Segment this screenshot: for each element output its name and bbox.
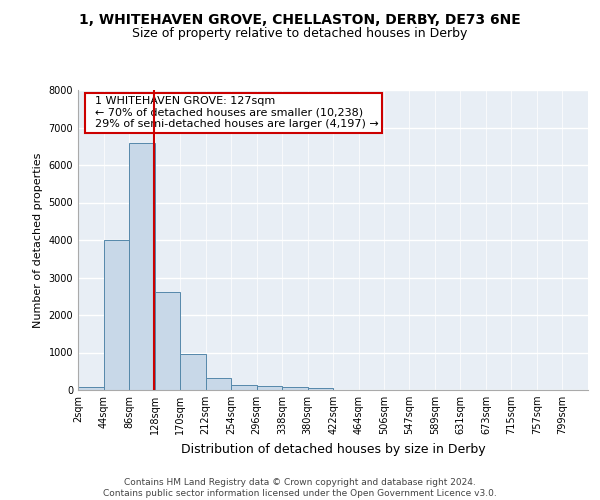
Bar: [206, 378, 231, 390]
Bar: [129, 142, 155, 390]
Text: 1 WHITEHAVEN GROVE: 127sqm
  ← 70% of detached houses are smaller (10,238)
  29%: 1 WHITEHAVEN GROVE: 127sqm ← 70% of deta…: [88, 96, 379, 129]
Text: Distribution of detached houses by size in Derby: Distribution of detached houses by size …: [181, 442, 485, 456]
Y-axis label: Number of detached properties: Number of detached properties: [33, 152, 43, 328]
Bar: [308, 388, 334, 390]
Text: Contains HM Land Registry data © Crown copyright and database right 2024.
Contai: Contains HM Land Registry data © Crown c…: [103, 478, 497, 498]
Bar: [231, 384, 257, 390]
Bar: [180, 354, 206, 390]
Bar: [155, 292, 180, 390]
Bar: [257, 386, 282, 390]
Bar: [282, 387, 308, 390]
Bar: [104, 240, 129, 390]
Text: 1, WHITEHAVEN GROVE, CHELLASTON, DERBY, DE73 6NE: 1, WHITEHAVEN GROVE, CHELLASTON, DERBY, …: [79, 12, 521, 26]
Text: Size of property relative to detached houses in Derby: Size of property relative to detached ho…: [133, 28, 467, 40]
Bar: [78, 387, 104, 390]
